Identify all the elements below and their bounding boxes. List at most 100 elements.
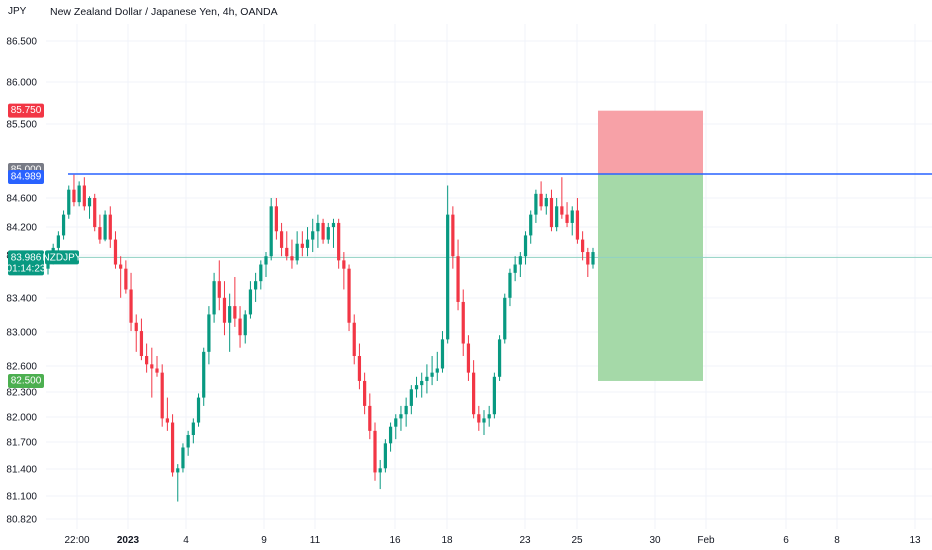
candle <box>337 218 341 269</box>
candle-body <box>404 405 408 415</box>
symbol-tag-text: NZDJPY <box>43 252 82 263</box>
candle <box>217 260 221 311</box>
candle-body <box>549 197 554 228</box>
currency-label: JPY <box>8 6 27 17</box>
candle <box>581 231 585 261</box>
candle <box>196 393 201 427</box>
candle <box>238 306 242 348</box>
candle-body <box>290 256 294 261</box>
candle <box>311 218 315 253</box>
candle <box>378 459 382 490</box>
candle-body <box>503 297 507 340</box>
symbol-tag-bg <box>45 250 79 265</box>
candle-body <box>233 306 237 319</box>
candle <box>290 239 294 269</box>
candle <box>285 231 289 261</box>
candle <box>472 360 476 419</box>
candle-body <box>342 260 346 269</box>
candle-body <box>466 343 471 373</box>
x-tick-label: 16 <box>389 535 401 546</box>
candle <box>56 231 60 253</box>
x-tick-label: Feb <box>697 535 715 546</box>
x-tick-label: 11 <box>310 535 321 546</box>
candle-body <box>202 351 206 398</box>
candle <box>347 264 351 332</box>
candle <box>456 239 460 311</box>
candle <box>222 281 227 336</box>
candle <box>202 347 206 406</box>
candle <box>482 410 486 436</box>
candle-body <box>529 214 533 236</box>
candle-body <box>482 418 486 423</box>
candle <box>440 331 445 373</box>
candle <box>87 196 92 219</box>
level-badge-bg <box>8 169 44 184</box>
candle <box>305 227 310 257</box>
candle <box>487 405 491 427</box>
candle-body <box>321 222 325 240</box>
candle <box>269 197 273 261</box>
candle <box>560 177 564 219</box>
candle <box>591 247 595 269</box>
candle-body <box>274 206 278 232</box>
x-tick-label: 13 <box>909 535 921 546</box>
candle-body <box>176 468 180 473</box>
candle <box>435 351 439 381</box>
candle <box>539 181 543 211</box>
candle-body <box>446 214 450 340</box>
candle <box>139 318 144 361</box>
time-axis[interactable]: 22:00 2023 4 9 11 16 18 23 25 30 Feb 6 8 13 <box>64 535 921 546</box>
candle <box>575 197 580 244</box>
candle-body <box>399 414 403 419</box>
x-tick-label: 4 <box>183 535 189 546</box>
candle-body <box>383 443 387 469</box>
candle <box>295 231 299 265</box>
candle-body <box>56 235 60 248</box>
candle-body <box>300 243 304 248</box>
countdown-text: 01:14:23 <box>7 263 46 274</box>
candle <box>186 430 190 456</box>
candle <box>212 272 216 323</box>
target-badge: 82.500 <box>8 373 44 388</box>
level-badge-text: 84.989 <box>11 171 42 182</box>
candle-body <box>77 185 81 203</box>
candle <box>373 422 377 481</box>
candle-body <box>134 322 138 332</box>
candle <box>363 372 367 415</box>
candle <box>61 210 66 240</box>
candle-body <box>238 318 242 336</box>
candle <box>321 218 325 244</box>
candle <box>534 189 538 223</box>
candle <box>129 272 133 332</box>
candle <box>414 376 419 398</box>
y-tick-label: 80.820 <box>6 515 37 526</box>
x-tick-label: 23 <box>519 535 531 546</box>
level-badge: 84.989 <box>8 169 44 184</box>
target-badge-text: 82.500 <box>11 375 42 386</box>
candle-body <box>347 268 351 323</box>
candle-body <box>472 372 476 415</box>
candle-body <box>388 426 393 444</box>
candle-body <box>61 214 66 236</box>
candle <box>93 193 97 232</box>
x-tick-label: 18 <box>441 535 453 546</box>
candle-body <box>477 414 481 423</box>
candle <box>394 414 398 440</box>
candle-body <box>555 206 559 228</box>
candle-body <box>228 306 232 323</box>
target-badge-bg <box>8 373 44 388</box>
y-tick-label: 86.500 <box>6 37 37 48</box>
candle <box>160 364 164 427</box>
candle <box>513 256 517 282</box>
candle-body <box>357 356 362 381</box>
candle-body <box>508 272 512 298</box>
candle-body <box>305 239 310 248</box>
candle-body <box>518 256 522 265</box>
candle-body <box>430 372 434 377</box>
y-tick-label: 86.000 <box>6 78 37 89</box>
candle-body <box>129 289 133 323</box>
candle <box>357 343 362 390</box>
candle <box>326 222 330 244</box>
